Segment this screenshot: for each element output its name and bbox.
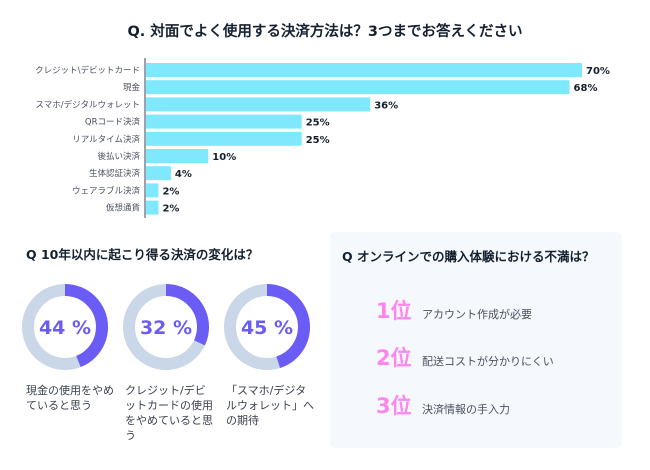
- category-label: 生体認証決済: [89, 168, 141, 179]
- value-label: 2%: [162, 186, 179, 197]
- value-label: 36%: [374, 100, 398, 111]
- online-complaints-card: Q オンラインでの購入体験における不満は？ 1位 アカウント作成が必要 2位 配…: [330, 232, 622, 448]
- rank-text: 決済情報の手入力: [422, 403, 510, 416]
- category-label: QRコード決済: [85, 117, 141, 128]
- bar: [146, 80, 570, 95]
- value-label: 10%: [212, 152, 236, 163]
- donut-caption: 現金の使用をやめていると思う: [26, 384, 114, 412]
- bar: [146, 200, 159, 215]
- value-label: 68%: [574, 83, 598, 94]
- card-title: Q オンラインでの購入体験における不満は？: [342, 249, 595, 264]
- rank-text: 配送コストが分かりにくい: [422, 355, 554, 368]
- value-label: 25%: [306, 118, 330, 129]
- category-label: クレジット\デビットカード: [35, 65, 140, 76]
- donut-fill: [224, 284, 310, 370]
- bar: [146, 97, 371, 112]
- bar: [146, 114, 302, 129]
- rank-text: アカウント作成が必要: [422, 308, 532, 321]
- value-label: 70%: [586, 66, 610, 77]
- rank-label: 3位: [376, 394, 412, 418]
- bar: [146, 183, 159, 198]
- donut-charts: 44 % 32 % 45 %: [22, 284, 310, 370]
- bar-chart-title: Q. 対面でよく使用する決済方法は？3つまでお答えください: [127, 24, 523, 40]
- category-label: リアルタイム決済: [72, 134, 140, 145]
- bar: [146, 131, 302, 146]
- category-label: ウェアラブル決済: [72, 185, 141, 196]
- donut-fill: [22, 284, 108, 370]
- rank-label: 1位: [376, 299, 412, 323]
- donut-value-label: 32 %: [140, 317, 192, 339]
- donut-caption: クレジット/デビットカードの使用をやめていると思う: [125, 384, 213, 442]
- value-label: 25%: [306, 135, 330, 146]
- donut-caption: 「スマホ/デジタルウォレット」への期待: [226, 384, 314, 427]
- bar: [146, 149, 209, 163]
- donut-value-label: 45 %: [241, 317, 293, 339]
- bar: [146, 166, 171, 181]
- value-label: 4%: [175, 169, 192, 180]
- donut-value-label: 44 %: [39, 317, 91, 339]
- category-label: スマホ/デジタルウォレット: [36, 99, 140, 110]
- bar: [146, 63, 582, 77]
- donut-fill: [123, 284, 209, 370]
- rank-label: 2位: [376, 346, 412, 370]
- value-label: 2%: [162, 204, 179, 215]
- bar-chart: クレジット\デビットカード 70% 現金 68% スマホ/デジタルウォレット 36% QRコ…: [35, 58, 610, 218]
- donut-section-title: Q 10年以内に起こり得る決済の変化は？: [26, 247, 259, 262]
- category-label: 仮想通貨: [106, 203, 141, 214]
- category-label: 現金: [123, 82, 141, 93]
- category-label: 後払い決済: [97, 151, 140, 162]
